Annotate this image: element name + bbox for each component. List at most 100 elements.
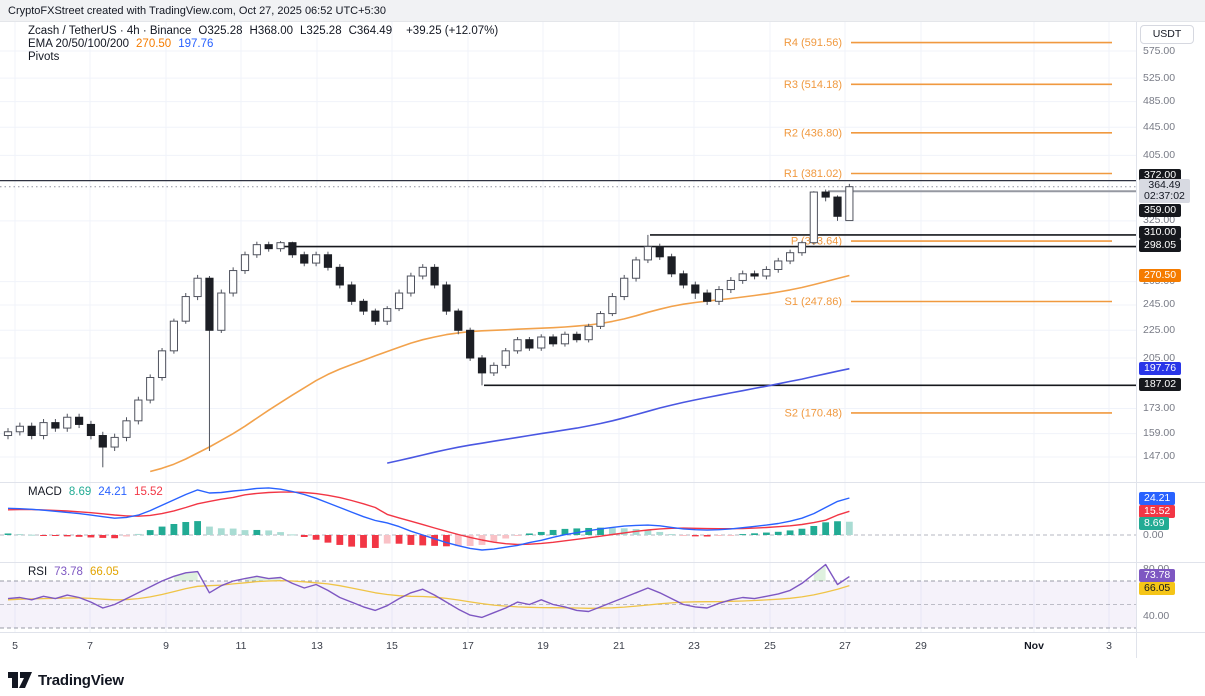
time-tick: 19 [537,640,549,652]
candle-body [205,277,214,331]
candle-body [442,284,451,312]
candle-body [157,350,167,379]
macd-histogram-bar [608,527,616,535]
macd-histogram-bar [751,533,758,535]
rsi-ma-line[interactable] [7,579,850,609]
candle-body [513,339,522,352]
price-tick: 225.00 [1143,323,1176,336]
price-badge: 298.05 [1139,238,1182,252]
legend-value: 8.69 [68,486,92,498]
time-tick: 9 [163,640,169,652]
time-tick: 13 [311,640,323,652]
time-tick: 25 [764,640,776,652]
candle-body [394,292,404,310]
candle-body [809,191,818,244]
pivot-label: R4 (591.56) [784,37,842,49]
macd-label: MACD [28,486,62,498]
price-tick: 325.00 [1143,214,1176,227]
candle-body [501,350,510,366]
candle-body [537,336,546,349]
rsi-tick: 40.00 [1143,609,1170,622]
price-axis[interactable]: USDT 575.00 525.00 485.00 445.00 405.00 325.0… [1137,22,1205,658]
symbol-title: Zcash / TetherUS · 4h · Binance [28,25,192,37]
candle-body [347,284,356,302]
macd-histogram-bar [134,533,142,535]
macd-histogram-bar [810,525,818,535]
currency-button[interactable]: USDT [1140,25,1194,44]
pivot-label: R1 (381.02) [784,168,842,180]
candle-body [86,423,96,437]
time-tick: 11 [235,640,247,652]
macd-histogram-bar [715,535,723,536]
macd-histogram-bar [798,528,806,535]
rsi-line[interactable] [7,563,850,619]
time-tick: 29 [915,640,927,652]
candle-body [110,436,119,448]
macd-signal-line[interactable] [7,491,850,546]
macd-histogram-bar [123,535,130,537]
candle-body [608,296,617,315]
macd-line[interactable] [7,487,850,551]
bar-countdown: 02:37:02 [1144,190,1185,202]
ema-100-line[interactable] [149,274,850,473]
candle-body [51,422,60,429]
symbol-legend-row[interactable]: Zcash / TetherUS · 4h · Binance O325.28 H3… [28,25,505,37]
price-tick: 245.00 [1143,298,1176,311]
candle-body [560,333,570,345]
candle-body [774,260,783,270]
tradingview-logo[interactable]: TradingView [8,669,124,691]
candle-body [643,246,652,261]
ema-legend-row[interactable]: EMA 20/50/100/200 270.50 197.76 [28,38,227,50]
macd-histogram-bar [194,521,201,535]
macd-histogram-bar [229,528,237,535]
time-tick: 21 [613,640,625,652]
price-tick: 485.00 [1143,95,1176,108]
candle-body [27,425,36,437]
candle-body [489,364,498,374]
time-axis[interactable]: 5 7 9 11 13 15 17 19 21 23 25 27 29 Nov 3 [0,633,1136,658]
ohlc-value: H368.00 [249,25,294,37]
ema-200-line[interactable] [387,367,850,464]
candle-body [15,425,24,433]
candle-body [714,289,724,302]
macd-histogram-bar [111,535,119,539]
candle-body [229,270,238,294]
macd-histogram-bar [360,535,367,548]
macd-legend-row[interactable]: MACD 8.69 24.21 15.52 [28,486,177,498]
candle-body [631,259,641,279]
candle-body [169,320,179,352]
candle-body [146,377,155,401]
macd-histogram-bar [4,533,12,535]
macd-badge: 8.69 [1139,516,1170,530]
tradingview-logo-text: TradingView [38,671,124,689]
price-tick: 405.00 [1143,148,1176,161]
time-tick: 7 [87,640,93,652]
rsi-overbought-fill [813,564,826,581]
pivots-legend-row[interactable]: Pivots [28,51,66,63]
time-tick: 23 [688,640,700,652]
ohlc-value: L325.28 [300,25,342,37]
macd-histogram-bar [561,528,569,535]
candle-body [477,357,487,374]
macd-histogram-bar [490,535,498,542]
rsi-legend-row[interactable]: RSI 73.78 66.05 [28,566,133,578]
price-tick: 173.00 [1143,402,1176,415]
candle-body [371,310,380,322]
macd-histogram-bar [454,535,462,547]
candle-body [845,186,854,222]
price-tick: 525.00 [1143,71,1176,84]
macd-histogram-bar [99,535,107,538]
macd-histogram-bar [691,535,699,537]
macd-histogram-bar [822,522,830,535]
pivots-label: Pivots [28,51,60,63]
macd-histogram-bar [786,530,794,535]
macd-histogram-bar [63,535,71,537]
candle-body [620,277,629,298]
macd-histogram-bar [75,535,83,537]
macd-histogram-bar [443,535,450,547]
candle-body [383,308,392,322]
candle-body [762,268,771,277]
candle-body [323,254,333,268]
